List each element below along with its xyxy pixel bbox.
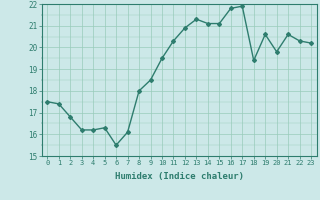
X-axis label: Humidex (Indice chaleur): Humidex (Indice chaleur) (115, 172, 244, 181)
